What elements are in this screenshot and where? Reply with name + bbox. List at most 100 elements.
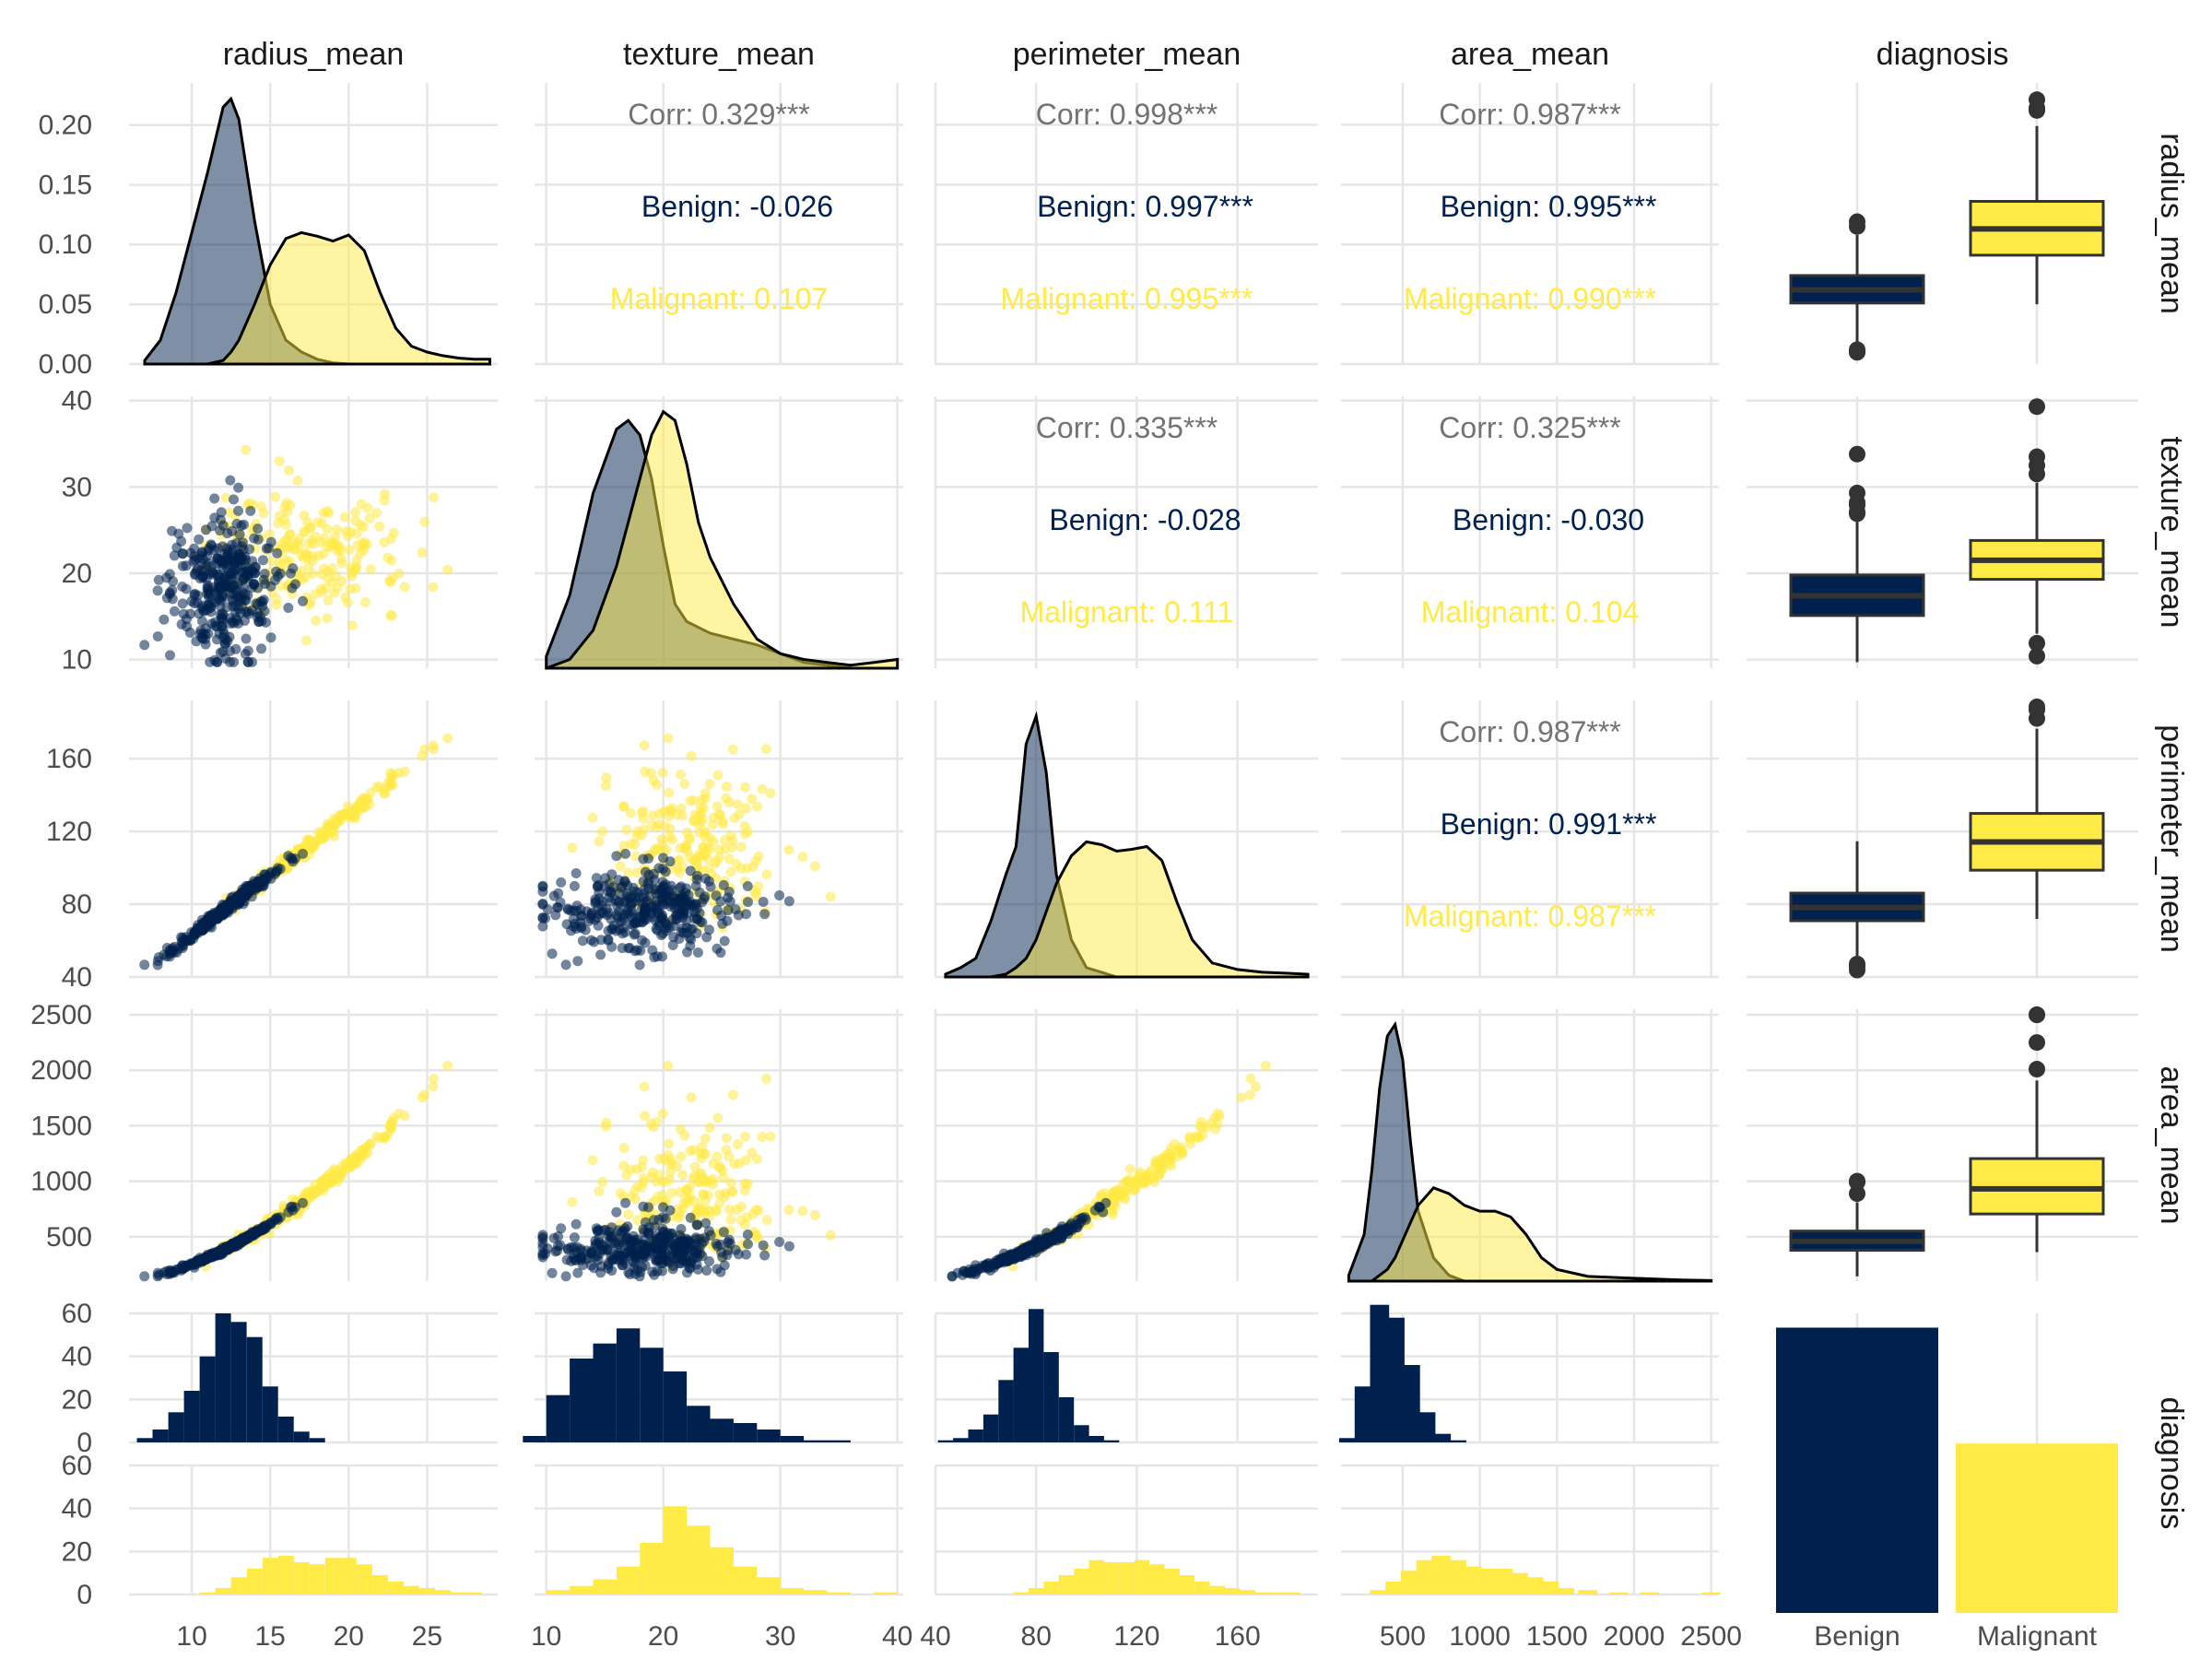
y-tick-label: 2000: [30, 1055, 92, 1086]
point-benign: [177, 598, 188, 609]
point-benign: [168, 945, 179, 956]
point-benign: [1093, 1201, 1104, 1212]
histogram-bar-malignant: [570, 1585, 594, 1594]
point-malignant: [724, 853, 735, 865]
point-malignant: [765, 788, 776, 799]
point-benign: [227, 559, 238, 571]
histogram-bar-benign: [593, 1343, 617, 1442]
histogram-bar-malignant: [340, 1558, 357, 1594]
panel-r2-c2: [934, 700, 1318, 979]
point-benign: [220, 904, 231, 915]
histogram-bar-benign: [780, 1436, 805, 1442]
point-benign: [241, 633, 252, 644]
y-tick-label: 0.20: [39, 110, 92, 140]
point-malignant: [265, 529, 275, 540]
point-benign: [189, 550, 200, 561]
histogram-bar-malignant: [199, 1592, 216, 1594]
histogram-bar-malignant: [1240, 1590, 1255, 1594]
panel-r2-c3: Corr: 0.987*** Benign: 0.991*** Malignant:…: [1341, 700, 1719, 979]
point-malignant: [351, 528, 362, 539]
bar-benign: [1776, 1327, 1938, 1613]
point-benign: [206, 1252, 218, 1263]
point-benign: [272, 571, 283, 582]
y-tick-label: 0: [76, 1580, 92, 1610]
x-tick-label: Benign: [1814, 1621, 1900, 1652]
point-benign: [730, 904, 741, 915]
point-malignant: [1131, 1178, 1142, 1189]
histogram-bar-malignant: [1431, 1556, 1452, 1594]
histogram-bar-malignant: [434, 1590, 451, 1594]
point-benign: [253, 534, 264, 545]
boxplot-outlier: [2029, 1061, 2045, 1078]
point-benign: [230, 1240, 241, 1251]
point-benign: [230, 585, 241, 596]
point-benign: [758, 897, 769, 907]
point-malignant: [742, 1178, 753, 1189]
point-malignant: [761, 869, 772, 880]
point-malignant: [757, 1132, 768, 1142]
point-malignant: [721, 1133, 732, 1144]
corr-malignant-label: Malignant: 0.111: [1020, 595, 1234, 629]
histogram-bar-malignant: [616, 1566, 641, 1594]
point-benign: [176, 618, 187, 629]
point-malignant: [311, 615, 322, 626]
point-malignant: [316, 537, 327, 548]
point-benign: [620, 1258, 630, 1269]
histogram-bar-malignant: [1509, 1572, 1528, 1594]
point-benign: [258, 574, 269, 585]
point-benign: [167, 525, 177, 536]
row-label-perimeter-mean: perimeter_mean: [2154, 724, 2189, 953]
point-benign: [681, 927, 692, 938]
point-benign: [595, 906, 606, 917]
point-malignant: [442, 564, 453, 575]
histogram-bar-benign: [1370, 1304, 1390, 1442]
histogram-bar-malignant: [1385, 1582, 1405, 1594]
histogram-bar-benign: [1385, 1317, 1405, 1442]
panel-r2-c4: [1747, 698, 2138, 979]
point-benign: [547, 1267, 558, 1278]
point-malignant: [355, 1146, 366, 1156]
point-malignant: [699, 826, 710, 837]
point-benign: [225, 618, 236, 629]
boxplot-outlier: [2029, 634, 2045, 652]
point-malignant: [721, 793, 732, 804]
point-benign: [598, 1225, 609, 1236]
point-benign: [606, 924, 618, 935]
point-benign: [153, 574, 164, 585]
point-benign: [701, 1265, 712, 1276]
histogram-bar-malignant: [1134, 1559, 1150, 1594]
point-malignant: [651, 843, 662, 854]
point-benign: [603, 907, 614, 918]
point-malignant: [340, 592, 351, 603]
histogram-bar-malignant: [1370, 1590, 1390, 1594]
point-malignant: [747, 861, 759, 872]
point-malignant: [618, 841, 629, 852]
y-axis-left: 0.00 0.05 0.10 0.15 0.20 10 20 30 40 40 80 120 160 50…: [30, 110, 92, 1610]
panel-r3-c4: [1747, 1006, 2138, 1281]
point-benign: [537, 1233, 548, 1244]
panel-r1-c3: Corr: 0.325*** Benign: -0.030 Malignant: 0…: [1341, 396, 1719, 668]
corr-benign-label: Benign: -0.030: [1453, 503, 1644, 536]
point-malignant: [702, 853, 712, 864]
y-tick-label: 60: [62, 1299, 92, 1329]
point-benign: [657, 951, 667, 962]
point-benign: [647, 1266, 658, 1277]
point-benign: [139, 640, 150, 651]
point-benign: [631, 1265, 642, 1276]
point-malignant: [428, 582, 439, 593]
corr-total-label: Corr: 0.998***: [1036, 98, 1218, 131]
point-benign: [548, 1232, 559, 1243]
histogram-bar-malignant: [1103, 1562, 1120, 1594]
histogram-bar-benign: [152, 1430, 169, 1442]
point-malignant: [356, 499, 367, 510]
point-benign: [613, 1225, 624, 1236]
x-tick-label: 2000: [1604, 1621, 1665, 1652]
corr-total-label: Corr: 0.329***: [628, 98, 809, 131]
point-malignant: [712, 770, 724, 781]
point-benign: [233, 618, 244, 629]
histogram-bar-benign: [663, 1371, 688, 1442]
point-benign: [298, 595, 308, 606]
point-benign: [1033, 1240, 1044, 1251]
point-malignant: [719, 835, 730, 846]
point-malignant: [347, 620, 358, 630]
